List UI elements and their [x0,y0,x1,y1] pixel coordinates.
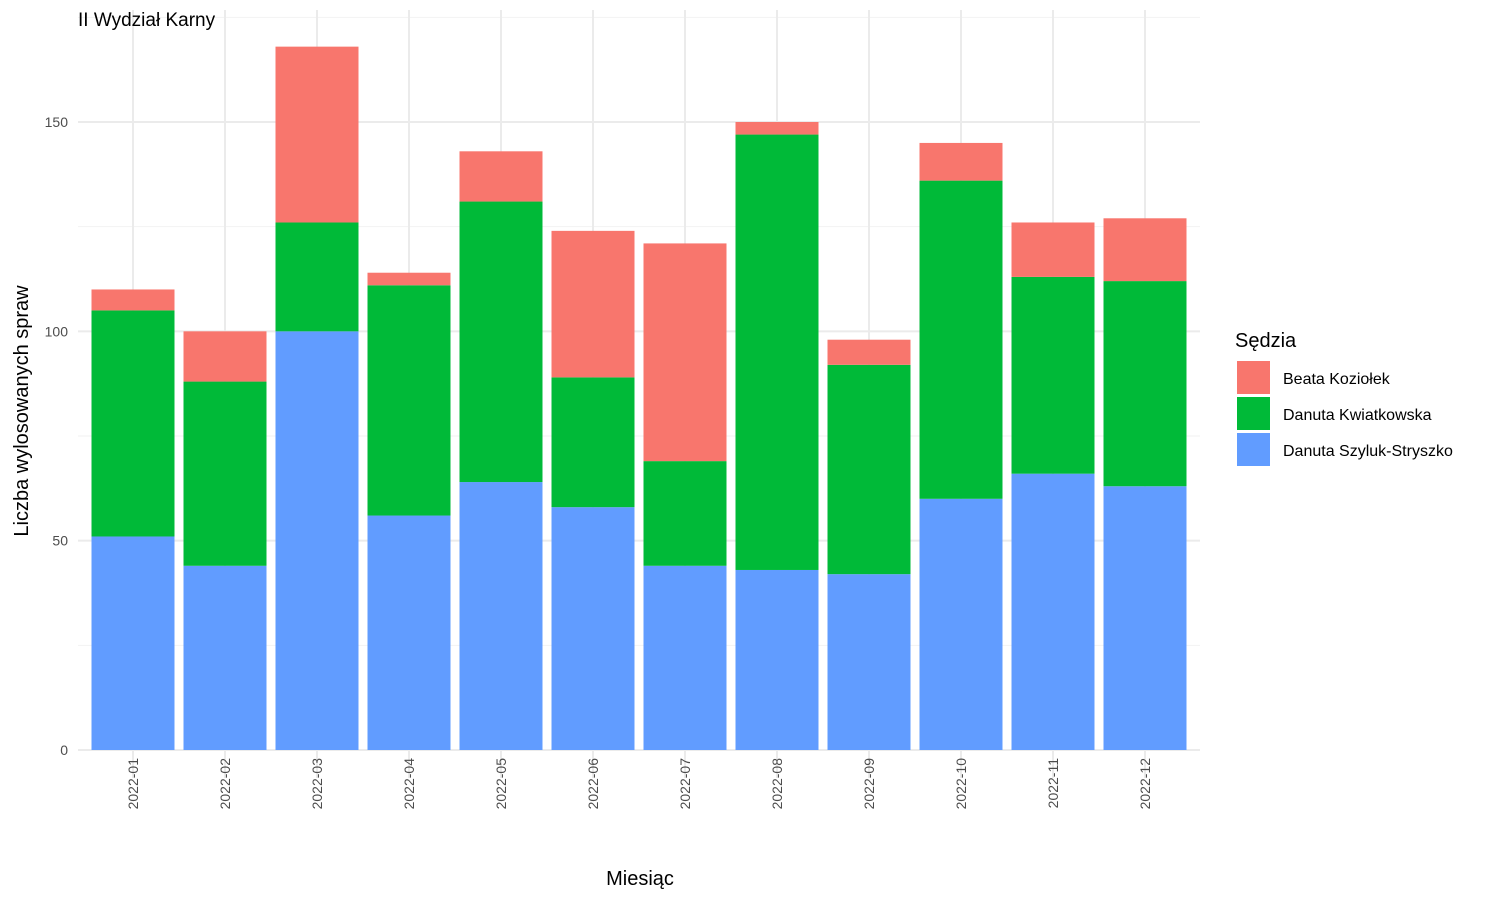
bar-segment [459,482,543,750]
x-tick-label: 2022-02 [217,758,233,810]
x-tick-label: 2022-12 [1137,758,1153,810]
bar-segment [551,507,635,750]
legend-label: Beata Koziołek [1283,371,1391,388]
bar-segment [735,122,819,135]
bar-segment [1103,218,1187,282]
bar-segment [183,565,267,750]
legend-key [1237,397,1270,430]
x-tick-label: 2022-04 [401,758,417,810]
chart-title: II Wydział Karny [78,10,216,31]
bar-segment [643,461,727,566]
bar-segment [275,331,359,750]
y-tick-label: 50 [52,533,68,549]
bar-segment [367,272,451,286]
bar-segment [183,331,267,382]
legend-key [1237,433,1270,466]
x-tick-label: 2022-05 [493,758,509,810]
bar-segment [367,285,451,516]
bar-segment [551,230,635,378]
bar-segment [459,201,543,483]
bar-segment [643,565,727,750]
x-tick-label: 2022-10 [953,758,969,810]
x-tick-label: 2022-07 [677,758,693,810]
bar-segment [827,574,911,750]
bar-segment [919,142,1003,181]
x-tick-label: 2022-01 [125,758,141,810]
y-tick-label: 150 [45,114,69,130]
x-tick-labels: 2022-01 2022-02 2022-03 2022-04 2022-05 2022-… [125,758,1153,810]
bar-segment [1011,473,1095,750]
bar-segment [919,498,1003,750]
bar-segment [643,243,727,462]
bar-segment [91,310,175,537]
legend-key [1237,361,1270,394]
bar-segment [183,381,267,566]
bar-segment [735,569,819,750]
bar-segment [91,289,175,311]
bar-segment [551,377,635,508]
x-tick-label: 2022-08 [769,758,785,810]
x-tick-label: 2022-03 [309,758,325,810]
bars [91,46,1187,750]
x-tick-label: 2022-06 [585,758,601,810]
legend-label: Danuta Kwiatkowska [1283,407,1432,424]
y-tick-label: 0 [60,742,68,758]
bar-segment [367,515,451,750]
bar-segment [91,536,175,750]
bar-segment [275,46,359,223]
bar-segment [1103,486,1187,750]
bar-segment [459,151,543,202]
y-tick-labels: 0 50 100 150 [45,114,69,758]
bar-segment [735,134,819,570]
y-tick-label: 100 [45,323,69,339]
bar-segment [827,364,911,575]
bar-segment [275,222,359,332]
legend: Sędzia Beata Koziołek Danuta Kwiatkowska D… [1235,330,1453,466]
x-tick-label: 2022-11 [1045,758,1061,809]
bar-segment [1011,222,1095,277]
legend-label: Danuta Szyluk-Stryszko [1283,443,1453,460]
bar-segment [1103,281,1187,487]
y-axis-title: Liczba wylosowanych spraw [11,285,33,537]
bar-segment [919,180,1003,499]
x-axis-title: Miesiąc [606,868,674,890]
bar-segment [827,339,911,365]
legend-title: Sędzia [1235,330,1297,352]
bar-segment [1011,276,1095,474]
x-tick-label: 2022-09 [861,758,877,810]
